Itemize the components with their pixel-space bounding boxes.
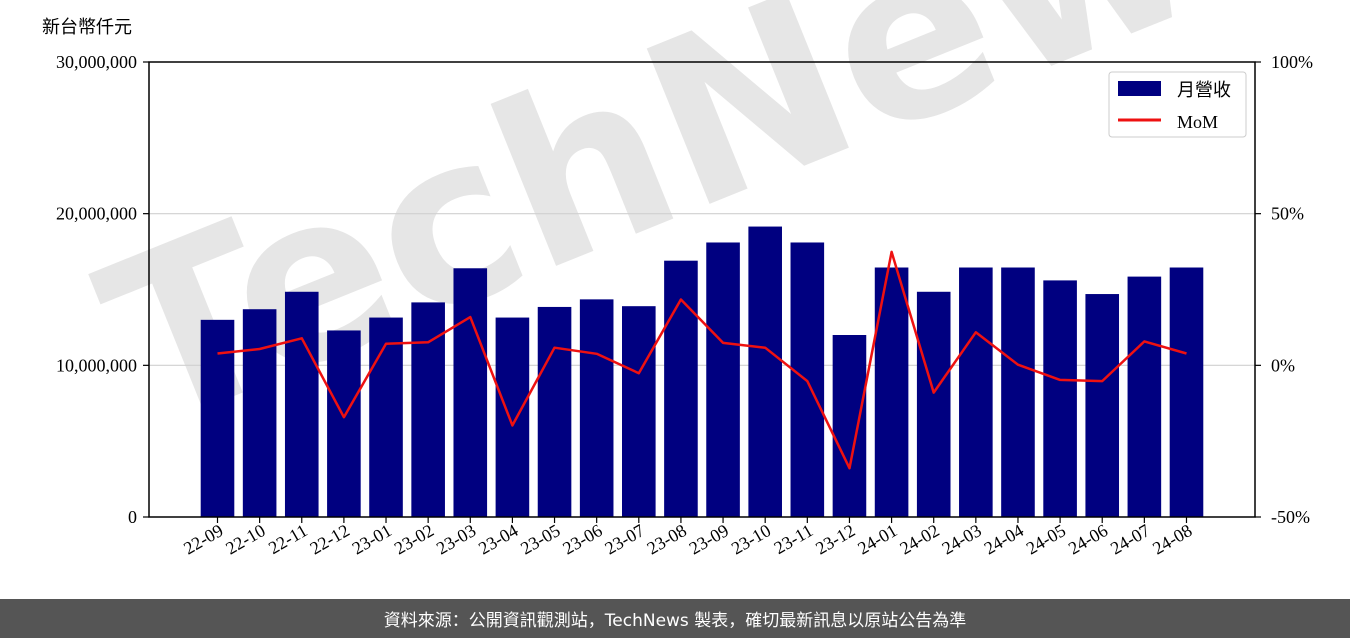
plot-frame bbox=[148, 61, 1256, 518]
bar-22-12 bbox=[327, 330, 361, 517]
x-tick-label-24-04: 24-04 bbox=[981, 520, 1027, 558]
x-tick-label-24-03: 24-03 bbox=[938, 520, 984, 558]
x-tick-label-24-05: 24-05 bbox=[1023, 520, 1069, 558]
bar-23-07 bbox=[622, 306, 656, 517]
x-tick-label-23-05: 23-05 bbox=[517, 520, 563, 558]
x-tick-label-22-10: 22-10 bbox=[222, 520, 268, 558]
mom-line bbox=[217, 250, 1187, 470]
bar-24-04 bbox=[1001, 267, 1035, 517]
x-tick-label-24-07: 24-07 bbox=[1107, 520, 1153, 558]
right-tick-label: 0% bbox=[1271, 355, 1295, 375]
x-tick-label-22-09: 22-09 bbox=[180, 520, 226, 558]
x-tick-label-23-01: 23-01 bbox=[349, 520, 395, 558]
x-tick-label-22-11: 22-11 bbox=[265, 520, 311, 558]
x-tick-label-24-01: 24-01 bbox=[854, 520, 900, 558]
right-axis-ticks: -50% 0% 50% 100% bbox=[1255, 52, 1313, 527]
x-tick-label-23-07: 23-07 bbox=[601, 520, 647, 558]
bar-24-02 bbox=[916, 291, 951, 517]
right-tick-label: 100% bbox=[1271, 52, 1313, 72]
bar-22-10 bbox=[242, 309, 277, 517]
right-tick-label: -50% bbox=[1271, 507, 1310, 527]
bar-22-09 bbox=[200, 319, 235, 517]
legend-label-line: MoM bbox=[1177, 112, 1218, 132]
bar-23-08 bbox=[664, 260, 698, 517]
left-tick-label: 10,000,000 bbox=[56, 355, 137, 375]
bar-series bbox=[200, 226, 1204, 517]
x-tick-label-24-02: 24-02 bbox=[896, 520, 942, 558]
x-tick-label-23-06: 23-06 bbox=[559, 520, 605, 558]
axes bbox=[148, 61, 1256, 518]
x-tick-label-23-03: 23-03 bbox=[433, 520, 479, 558]
legend-label-bar: 月營收 bbox=[1177, 80, 1231, 101]
bar-23-02 bbox=[411, 302, 445, 517]
mom-line-series bbox=[217, 250, 1187, 470]
bar-24-03 bbox=[959, 267, 993, 517]
x-tick-label-23-09: 23-09 bbox=[686, 520, 732, 558]
x-tick-label-22-12: 22-12 bbox=[307, 520, 353, 558]
x-tick-label-23-08: 23-08 bbox=[644, 520, 690, 558]
bar-23-01 bbox=[369, 317, 403, 517]
bar-23-05 bbox=[537, 306, 572, 517]
chart: TechNews 新台幣仟元 22-0922-1022-1122-1223-01… bbox=[42, 0, 1350, 558]
bar-24-01 bbox=[874, 267, 909, 517]
left-tick-label: 30,000,000 bbox=[56, 52, 137, 72]
x-tick-label-24-06: 24-06 bbox=[1065, 520, 1111, 558]
x-tick-label-23-02: 23-02 bbox=[391, 520, 437, 558]
legend-swatch-bar bbox=[1118, 81, 1161, 96]
bar-22-11 bbox=[284, 291, 319, 517]
left-axis-ticks: 0 10,000,000 20,000,000 30,000,000 bbox=[56, 52, 149, 527]
y-axis-unit-label: 新台幣仟元 bbox=[42, 17, 132, 38]
right-tick-label: 50% bbox=[1271, 204, 1304, 224]
x-tick-label-23-10: 23-10 bbox=[728, 520, 774, 558]
bar-24-08 bbox=[1169, 267, 1204, 517]
bar-24-06 bbox=[1085, 294, 1120, 517]
bar-23-09 bbox=[706, 242, 740, 517]
bar-24-05 bbox=[1043, 280, 1077, 517]
bar-23-12 bbox=[832, 335, 867, 517]
left-tick-label: 20,000,000 bbox=[56, 204, 137, 224]
footer-source-note: 資料來源：公開資訊觀測站，TechNews 製表，確切最新訊息以原站公告為準 bbox=[0, 599, 1350, 638]
bar-23-03 bbox=[453, 268, 488, 517]
x-tick-label-24-08: 24-08 bbox=[1149, 520, 1195, 558]
x-tick-label-23-04: 23-04 bbox=[475, 520, 521, 558]
bar-24-07 bbox=[1127, 276, 1162, 517]
x-tick-label-23-11: 23-11 bbox=[771, 520, 817, 558]
x-axis-ticks: 22-0922-1022-1122-1223-0123-0223-0323-04… bbox=[180, 517, 1195, 558]
left-tick-label: 0 bbox=[128, 507, 137, 527]
footer-text: 資料來源：公開資訊觀測站，TechNews 製表，確切最新訊息以原站公告為準 bbox=[383, 611, 967, 631]
bar-23-04 bbox=[495, 317, 530, 517]
bar-23-10 bbox=[748, 226, 782, 517]
legend: 月營收 MoM bbox=[1108, 71, 1247, 138]
bar-23-06 bbox=[579, 299, 614, 517]
x-tick-label-23-12: 23-12 bbox=[812, 520, 858, 558]
